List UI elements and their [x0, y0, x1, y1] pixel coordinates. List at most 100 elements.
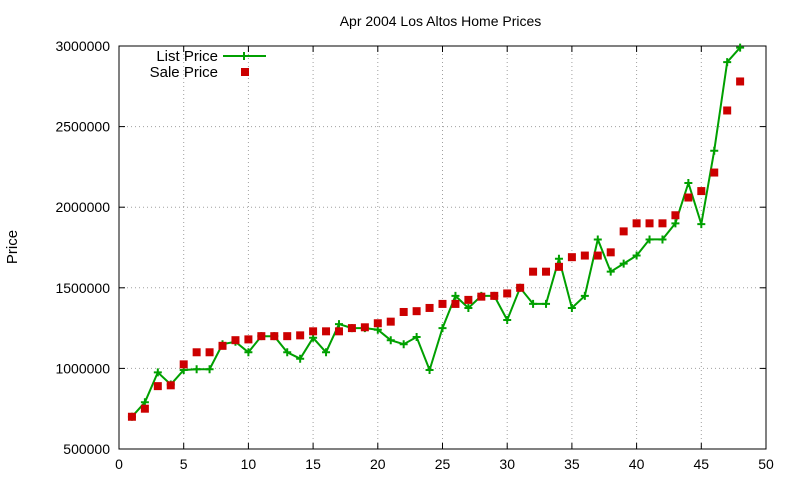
x-tick-label: 30	[499, 456, 515, 472]
list-price-point	[412, 332, 421, 341]
list-price-point	[567, 303, 576, 312]
list-price-point	[425, 366, 434, 375]
legend-label-list-price: List Price	[156, 48, 218, 65]
list-price-point	[632, 251, 641, 260]
sale-price-point	[334, 327, 343, 336]
sale-price-point	[542, 267, 551, 276]
x-tick-label: 40	[629, 456, 645, 472]
sale-price-point	[529, 267, 538, 276]
list-price-point	[296, 354, 305, 363]
sale-price-point	[593, 251, 602, 260]
y-tick-label: 1500000	[55, 280, 110, 296]
sale-price-point	[127, 412, 136, 421]
legend: List Price Sale Price	[150, 48, 266, 81]
list-price-point	[684, 179, 693, 188]
sale-price-point	[412, 307, 421, 316]
x-tick-label: 35	[564, 456, 580, 472]
sale-price-point	[632, 219, 641, 228]
sale-price-point	[347, 324, 356, 333]
list-price-point	[153, 368, 162, 377]
y-tick-label: 500000	[63, 441, 110, 457]
sale-price-point	[477, 292, 486, 301]
list-price-point	[593, 235, 602, 244]
y-tick-label: 3000000	[55, 38, 110, 54]
list-price-point	[645, 235, 654, 244]
sale-price-point	[736, 77, 745, 86]
x-tick-label: 20	[370, 456, 386, 472]
list-price-point	[723, 58, 732, 67]
sale-price-point	[710, 168, 719, 177]
sale-price-point	[140, 404, 149, 413]
sale-price-point	[166, 381, 175, 390]
sale-price-point	[606, 248, 615, 257]
legend-label-sale-price: Sale Price	[150, 64, 218, 81]
list-price-point	[334, 320, 343, 329]
sale-price-point	[360, 323, 369, 332]
list-price-point	[671, 219, 680, 228]
y-tick-label: 2000000	[55, 199, 110, 215]
sale-price-point	[309, 327, 318, 336]
list-price-point	[244, 348, 253, 357]
y-tick-label: 2500000	[55, 119, 110, 135]
series-layer	[127, 43, 745, 421]
sale-price-point	[373, 319, 382, 328]
sale-price-point	[580, 251, 589, 260]
list-price-line	[131, 46, 741, 418]
list-price-point	[542, 299, 551, 308]
x-tick-label: 45	[694, 456, 710, 472]
sale-price-point	[697, 187, 706, 196]
list-price-point	[736, 43, 745, 52]
sale-price-point	[464, 295, 473, 304]
x-tick-label: 10	[241, 456, 257, 472]
sale-price-point	[619, 227, 628, 236]
sale-price-point	[723, 106, 732, 115]
chart-title: Apr 2004 Los Altos Home Prices	[340, 13, 542, 29]
sale-price-point	[218, 341, 227, 350]
legend-marker-sale-price	[241, 68, 249, 76]
sale-price-point	[503, 289, 512, 298]
sale-price-point	[399, 307, 408, 316]
list-price-point	[451, 291, 460, 300]
list-price-point	[283, 348, 292, 357]
sale-price-point	[516, 283, 525, 292]
sale-price-point	[244, 335, 253, 344]
sale-price-point	[386, 317, 395, 326]
list-price-point	[697, 220, 706, 229]
axes: 0 5 10 15 20 25 30 35 40 45 50 500000 1000000 1500000…	[55, 38, 774, 472]
sale-price-point	[231, 336, 240, 345]
x-tick-label: 50	[758, 456, 774, 472]
sale-price-point	[257, 332, 266, 341]
grid-lines	[119, 46, 766, 449]
list-price-point	[710, 146, 719, 155]
list-price-point	[399, 340, 408, 349]
sale-price-point	[658, 219, 667, 228]
list-price-point	[205, 365, 214, 374]
x-tick-label: 15	[305, 456, 321, 472]
sale-price-point	[671, 211, 680, 220]
list-price-point	[658, 235, 667, 244]
list-price-point	[554, 254, 563, 263]
sale-price-point	[554, 262, 563, 271]
list-price-point	[438, 324, 447, 333]
sale-price-point	[179, 360, 188, 369]
y-axis-label: Price	[4, 230, 21, 264]
legend-marker-list-price	[240, 52, 248, 60]
x-tick-label: 5	[180, 456, 188, 472]
sale-price-point	[205, 348, 214, 357]
sale-price-point	[270, 332, 279, 341]
list-price-point	[619, 259, 628, 268]
x-tick-label: 0	[115, 456, 123, 472]
sale-price-point	[490, 291, 499, 300]
x-tick-label: 25	[435, 456, 451, 472]
sale-price-point	[567, 253, 576, 262]
list-price-point	[503, 316, 512, 325]
list-price-point	[606, 267, 615, 276]
sale-price-point	[425, 303, 434, 312]
list-price-point	[464, 303, 473, 312]
list-price-point	[529, 299, 538, 308]
list-price-point	[322, 348, 331, 357]
sale-price-point	[451, 299, 460, 308]
sale-price-point	[684, 193, 693, 202]
sale-price-point	[296, 331, 305, 340]
